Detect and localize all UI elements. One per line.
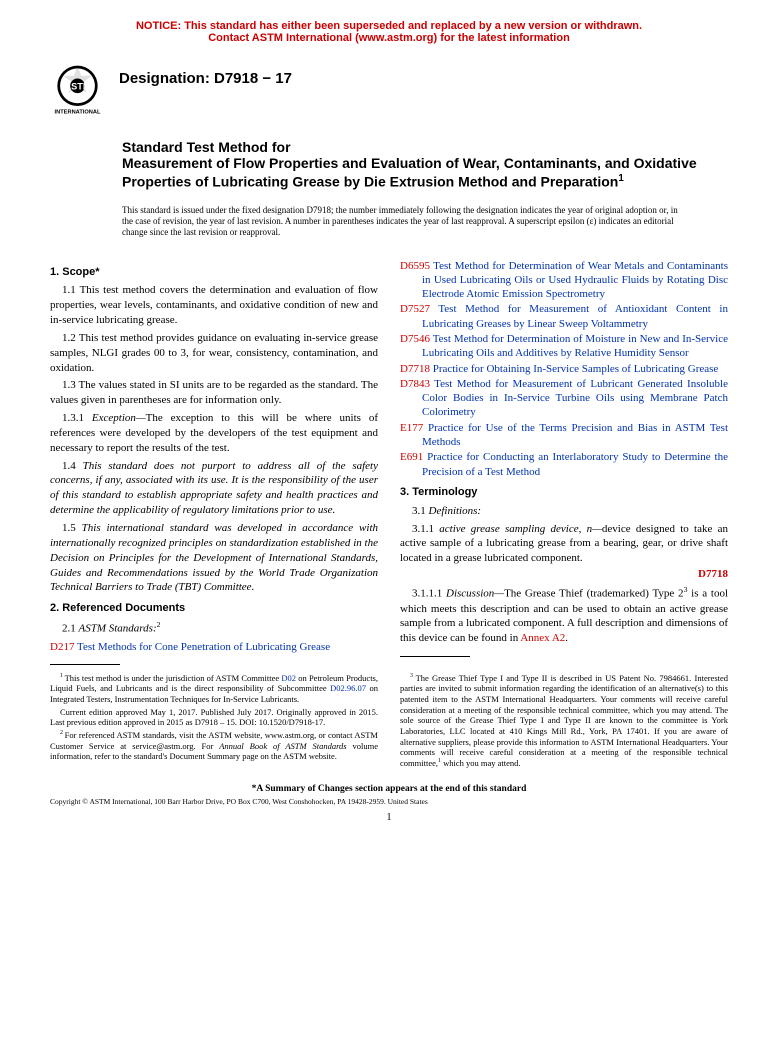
left-column: 1. Scope* 1.1 This test method covers th… [50, 259, 378, 669]
ref-d6595-text[interactable]: Test Method for Determination of Wear Me… [422, 260, 728, 301]
footnote-1-cont: Current edition approved May 1, 2017. Pu… [50, 707, 378, 728]
para-3-1-title: Definitions: [429, 505, 482, 517]
ref-d7527: D7527 Test Method for Measurement of Ant… [400, 302, 728, 331]
document-page: NOTICE: This standard has either been su… [0, 0, 778, 843]
section-2-head: 2. Referenced Documents [50, 601, 378, 616]
ref-d217: D217 Test Methods for Cone Penetration o… [50, 640, 378, 654]
title-block: Standard Test Method for Measurement of … [122, 139, 728, 191]
ref-d7843-text[interactable]: Test Method for Measurement of Lubricant… [422, 378, 728, 419]
para-3-1-1: 3.1.1 active grease sampling device, n—d… [400, 522, 728, 567]
ref-e691-text[interactable]: Practice for Conducting an Interlaborato… [422, 451, 728, 477]
header-row: ASTM INTERNATIONAL Designation: D7918 − … [50, 62, 728, 117]
copyright-line: Copyright © ASTM International, 100 Barr… [50, 797, 728, 806]
para-1-4-num: 1.4 [62, 460, 83, 472]
title-main-text: Measurement of Flow Properties and Evalu… [122, 155, 697, 189]
para-1-5-num: 1.5 [62, 522, 82, 534]
ref-d7718-code: D7718 [698, 568, 728, 580]
footnote-2: 2 For referenced ASTM standards, visit t… [50, 730, 378, 762]
footnote-1: 1 This test method is under the jurisdic… [50, 673, 378, 705]
para-1-2: 1.2 This test method provides guidance o… [50, 331, 378, 376]
footnote-rule-right [400, 656, 470, 657]
para-2-1-title: ASTM Standards: [79, 623, 157, 635]
fn3-b: which you may attend. [441, 758, 521, 768]
fn2-b: Annual Book of ASTM Standards [219, 741, 346, 751]
ref-d7843: D7843 Test Method for Measurement of Lub… [400, 377, 728, 420]
ref-d217-text[interactable]: Test Methods for Cone Penetration of Lub… [74, 641, 330, 653]
title-footnote-sup: 1 [618, 173, 623, 184]
astm-logo: ASTM INTERNATIONAL [50, 62, 105, 117]
ref-e177-code[interactable]: E177 [400, 422, 423, 434]
right-column: D6595 Test Method for Determination of W… [400, 259, 728, 669]
para-3-1-1-1-title: Discussion— [446, 588, 504, 600]
footnotes-right: 3 The Grease Thief Type I and Type II is… [400, 673, 728, 771]
ref-d7546-code[interactable]: D7546 [400, 333, 430, 345]
footnotes: 1 This test method is under the jurisdic… [50, 673, 728, 771]
ref-e691: E691 Practice for Conducting an Interlab… [400, 450, 728, 479]
para-3-1-1-1-num: 3.1.1.1 [412, 588, 446, 600]
annex-a2-link[interactable]: Annex A2 [520, 632, 565, 644]
para-3-1-1-1: 3.1.1.1 Discussion—The Grease Thief (tra… [400, 585, 728, 646]
page-number: 1 [50, 812, 728, 823]
references-list: D6595 Test Method for Determination of W… [400, 259, 728, 479]
designation-label: Designation: D7918 − 17 [119, 62, 292, 87]
ref-d7718-text[interactable]: Practice for Obtaining In-Service Sample… [430, 363, 718, 375]
ref-d7546-text[interactable]: Test Method for Determination of Moistur… [422, 333, 728, 359]
ref-d7843-code[interactable]: D7843 [400, 378, 430, 390]
ref-d7527-text[interactable]: Test Method for Measurement of Antioxida… [422, 303, 728, 329]
summary-note: *A Summary of Changes section appears at… [50, 784, 728, 794]
svg-text:ASTM: ASTM [65, 82, 91, 92]
ref-d7718-code[interactable]: D7718 [400, 363, 430, 375]
ref-d7718-inline[interactable]: D7718 [400, 567, 728, 582]
ref-d7527-code[interactable]: D7527 [400, 303, 430, 315]
para-1-3: 1.3 The values stated in SI units are to… [50, 378, 378, 408]
para-1-3-1-num: 1.3.1 [62, 412, 92, 424]
para-1-5-body: This international standard was develope… [50, 522, 378, 593]
para-3-1-1-term: active grease sampling device, n— [439, 523, 602, 535]
footnote-3: 3 The Grease Thief Type I and Type II is… [400, 673, 728, 769]
para-2-1-num: 2.1 [62, 623, 79, 635]
para-1-3-1: 1.3.1 Exception—The exception to this wi… [50, 411, 378, 456]
ref-d217-code[interactable]: D217 [50, 641, 74, 653]
para-1-5: 1.5 This international standard was deve… [50, 521, 378, 595]
para-3-1-1-1-body-c: . [565, 632, 568, 644]
fn1-link-d02[interactable]: D02 [281, 673, 296, 683]
footnote-rule-left [50, 664, 120, 665]
svg-text:INTERNATIONAL: INTERNATIONAL [55, 109, 101, 115]
ref-d6595: D6595 Test Method for Determination of W… [400, 259, 728, 302]
fn3-a: The Grease Thief Type I and Type II is d… [400, 673, 728, 768]
section-1-head: 1. Scope* [50, 265, 378, 280]
title-superhead: Standard Test Method for [122, 139, 728, 155]
para-3-1-num: 3.1 [412, 505, 429, 517]
notice-line-1: NOTICE: This standard has either been su… [136, 20, 642, 32]
para-1-3-1-title: Exception— [92, 412, 146, 424]
ref-d7718: D7718 Practice for Obtaining In-Service … [400, 362, 728, 376]
section-3-head: 3. Terminology [400, 485, 728, 500]
para-2-1-sup: 2 [157, 620, 161, 629]
ref-d6595-code[interactable]: D6595 [400, 260, 430, 272]
ref-e177: E177 Practice for Use of the Terms Preci… [400, 421, 728, 450]
title-main: Measurement of Flow Properties and Evalu… [122, 155, 728, 191]
para-3-1: 3.1 Definitions: [400, 504, 728, 519]
para-1-4: 1.4 This standard does not purport to ad… [50, 459, 378, 518]
para-2-1: 2.1 ASTM Standards:2 [50, 620, 378, 637]
body-columns: 1. Scope* 1.1 This test method covers th… [50, 259, 728, 669]
ref-e177-text[interactable]: Practice for Use of the Terms Precision … [422, 422, 728, 448]
ref-d7546: D7546 Test Method for Determination of M… [400, 332, 728, 361]
issuance-note: This standard is issued under the fixed … [122, 205, 728, 239]
para-1-4-body: This standard does not purport to addres… [50, 460, 378, 517]
para-3-1-1-1-body-a: The Grease Thief (trademarked) Type 2 [504, 588, 683, 600]
notice-line-2: Contact ASTM International (www.astm.org… [208, 32, 570, 44]
notice-banner: NOTICE: This standard has either been su… [50, 20, 728, 44]
para-1-1: 1.1 This test method covers the determin… [50, 283, 378, 328]
fn1-a: This test method is under the jurisdicti… [65, 673, 282, 683]
fn1-link-d029607[interactable]: D02.96.07 [330, 683, 366, 693]
ref-e691-code[interactable]: E691 [400, 451, 423, 463]
footnotes-left: 1 This test method is under the jurisdic… [50, 673, 378, 771]
para-3-1-1-num: 3.1.1 [412, 523, 439, 535]
